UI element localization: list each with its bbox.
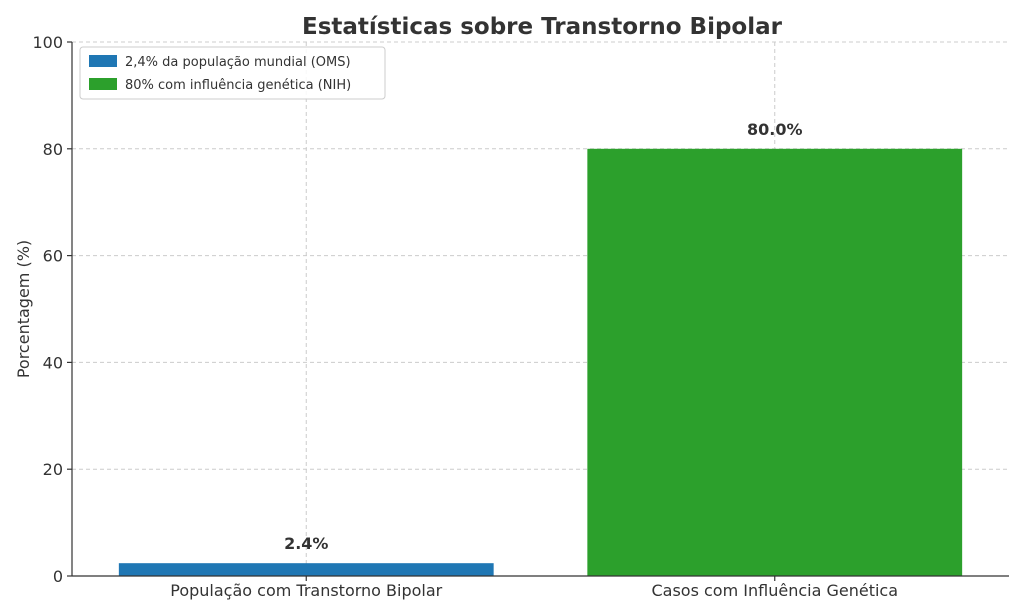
x-tick-label: Casos com Influência Genética <box>651 581 898 600</box>
y-tick-label: 60 <box>43 247 63 266</box>
chart-title: Estatísticas sobre Transtorno Bipolar <box>302 14 783 40</box>
legend-label: 80% com influência genética (NIH) <box>125 78 351 93</box>
y-tick-label: 40 <box>43 353 63 372</box>
y-axis-label: Porcentagem (%) <box>14 240 33 378</box>
bar-1 <box>118 563 494 576</box>
y-tick-label: 80 <box>43 140 63 159</box>
x-tick-label: População com Transtorno Bipolar <box>170 581 442 600</box>
data-labels: 2.4% 80.0% <box>284 120 802 553</box>
legend-label: 2,4% da população mundial (OMS) <box>125 55 351 70</box>
legend-swatch <box>89 55 117 67</box>
bars <box>118 148 963 577</box>
bar-2 <box>587 148 963 577</box>
legend-swatch <box>89 78 117 90</box>
legend: 2,4% da população mundial (OMS) 80% com i… <box>79 46 386 100</box>
axes: 0 20 40 60 80 100 População com Transtorno Bip… <box>32 33 1009 600</box>
y-tick-label: 0 <box>53 567 63 586</box>
data-label-2: 80.0% <box>747 120 803 139</box>
legend-box <box>79 46 386 100</box>
y-tick-label: 20 <box>43 460 63 479</box>
data-label-1: 2.4% <box>284 534 328 553</box>
y-tick-label: 100 <box>32 33 63 52</box>
